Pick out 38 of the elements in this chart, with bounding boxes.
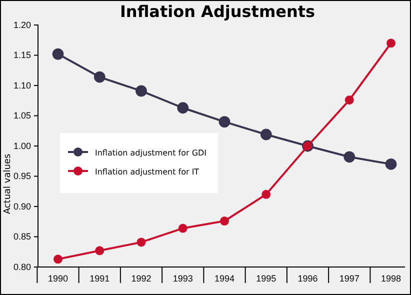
x-tick-label: 1991 <box>90 273 110 284</box>
x-tick-label: 1990 <box>48 273 68 284</box>
point <box>220 216 229 226</box>
legend-label: Inflation adjustment for GDI <box>95 148 207 158</box>
y-tick-label: 0.85 <box>13 232 31 242</box>
x-tick-label: 1993 <box>172 273 193 284</box>
point <box>95 246 104 256</box>
y-tick-label: 0.90 <box>13 201 31 212</box>
y-tick-label: 1.15 <box>13 50 31 60</box>
x-tick-label: 1994 <box>214 273 235 284</box>
y-tick-label: 1.00 <box>13 140 31 151</box>
y-tick-label: 0.95 <box>13 171 31 182</box>
legend-label: Inflation adjustment for IT <box>95 168 200 176</box>
y-tick-label: 0.80 <box>13 262 31 272</box>
y-tick-label: 1.05 <box>13 110 31 121</box>
point <box>94 71 106 83</box>
point <box>386 38 396 48</box>
point <box>136 85 147 97</box>
x-tick-label: 1995 <box>256 273 276 284</box>
point <box>385 158 397 170</box>
y-tick-label: 1.20 <box>13 20 31 30</box>
x-tick-label: 1992 <box>131 273 152 284</box>
point <box>54 254 62 264</box>
point <box>260 128 272 140</box>
point <box>344 151 356 163</box>
x-tick-label: 1996 <box>298 273 318 284</box>
point <box>177 102 189 114</box>
point <box>136 238 146 247</box>
chart-title: Inflation Adjustments <box>120 2 316 21</box>
point <box>262 190 271 199</box>
x-tick-label: 1997 <box>339 273 360 284</box>
point <box>52 48 64 60</box>
point <box>178 224 188 233</box>
point <box>344 96 354 105</box>
y-tick-label: 1.10 <box>13 80 31 90</box>
x-tick-label: 1998 <box>380 273 402 284</box>
y-axis-title: Actual values <box>3 154 13 214</box>
point <box>218 116 230 128</box>
